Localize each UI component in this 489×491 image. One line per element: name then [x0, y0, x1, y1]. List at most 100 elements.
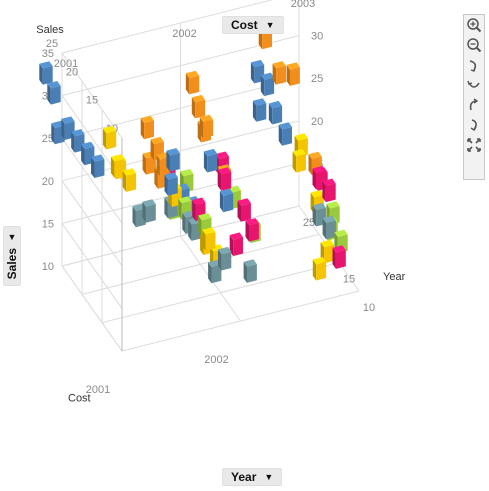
data-point-blue: [260, 72, 275, 97]
cube-face-left: [292, 151, 297, 173]
tilt-up-button[interactable]: [464, 95, 484, 115]
cube-face-left: [81, 144, 85, 166]
data-point-yellow: [122, 168, 137, 192]
cube-face-top: [229, 232, 243, 240]
data-point-teal: [322, 215, 336, 240]
sales-tick-label-right: 20: [311, 116, 323, 128]
cube-face-top: [310, 190, 324, 198]
cube-face-top: [278, 122, 292, 130]
y-axis-dropdown-label: Sales: [5, 248, 19, 280]
cube-face-front: [42, 66, 53, 85]
data-point-blue: [39, 61, 53, 85]
cube-face-left: [278, 124, 283, 146]
cube-face-front: [282, 127, 292, 146]
x-axis-dropdown[interactable]: Cost ▼: [222, 16, 284, 34]
cube-face-front: [195, 99, 206, 119]
data-point-pink: [237, 198, 251, 222]
chart-axis-titles: Sales Year Cost: [36, 24, 405, 405]
cube-face-top: [166, 148, 180, 156]
cube-face-top: [110, 154, 125, 162]
data-point-yellow: [202, 227, 216, 251]
data-point-orange: [185, 70, 200, 95]
cube-face-left: [250, 62, 255, 84]
zoom-out-button[interactable]: [464, 35, 484, 55]
cube-face-left: [132, 206, 136, 228]
data-point-teal: [243, 259, 257, 283]
cube-face-top: [217, 167, 232, 175]
cube-face-left: [47, 83, 51, 105]
cube-face-left: [237, 200, 241, 222]
cube-face-front: [276, 65, 286, 85]
cube-face-left: [71, 131, 75, 153]
cube-face-left: [188, 219, 192, 241]
cube-face-top: [237, 198, 251, 206]
cube-face-front: [145, 204, 156, 223]
fit-to-view-button[interactable]: [464, 135, 484, 155]
data-point-yellow: [110, 154, 125, 178]
cost-tick-label-top: 25: [46, 38, 58, 50]
data-point-pink: [229, 232, 243, 256]
cube-face-front: [221, 172, 232, 191]
cube-face-front: [335, 250, 346, 269]
cube-face-front: [256, 103, 267, 122]
cube-face-front: [272, 105, 283, 125]
cube-face-left: [203, 151, 208, 173]
cube-face-top: [332, 245, 346, 253]
cube-face-left: [322, 218, 326, 240]
sales-tick-label-left: 15: [42, 218, 54, 230]
cube-face-front: [247, 264, 257, 283]
cube-face-front: [207, 153, 218, 173]
cube-face-front: [223, 193, 234, 213]
cube-face-top: [322, 215, 336, 223]
cube-face-left: [122, 170, 127, 192]
cube-face-front: [290, 67, 300, 86]
cube-face-top: [260, 72, 275, 80]
cube-face-left: [199, 117, 204, 139]
data-point-pink: [322, 178, 336, 203]
data-point-orange: [140, 115, 154, 140]
year-tick-label-top: 2002: [172, 28, 196, 40]
data-point-pink: [245, 218, 259, 242]
data-point-blue: [47, 81, 61, 105]
cube-face-top: [245, 218, 259, 226]
cube-face-front: [146, 155, 156, 175]
cube-face-left: [219, 191, 224, 213]
cube-face-front: [94, 159, 105, 178]
data-point-orange: [199, 114, 214, 139]
cost-tick-label-right: 10: [363, 302, 375, 314]
cube-face-left: [308, 154, 312, 176]
cube-face-left: [91, 157, 95, 178]
zoom-in-button[interactable]: [464, 15, 484, 35]
y-axis-dropdown[interactable]: ▼ Sales: [3, 226, 21, 286]
cube-face-top: [122, 168, 137, 176]
year-tick-label-bottom: 2001: [86, 384, 110, 396]
z-axis-dropdown-label: Year: [231, 470, 257, 484]
cube-face-left: [191, 97, 196, 119]
cube-face-front: [211, 264, 222, 284]
rotate-right-button[interactable]: [464, 75, 484, 95]
cube-face-top: [250, 59, 265, 68]
cube-face-left: [243, 261, 247, 283]
cube-face-front: [189, 75, 200, 95]
cube-face-top: [142, 199, 156, 207]
cube-face-top: [198, 213, 212, 221]
cube-face-front: [262, 30, 272, 50]
data-point-teal: [142, 199, 156, 223]
cube-face-top: [39, 61, 53, 69]
data-point-orange: [191, 94, 206, 119]
cube-face-left: [286, 64, 290, 86]
data-point-blue: [268, 100, 283, 125]
tilt-down-icon: [470, 119, 477, 131]
z-axis-dropdown[interactable]: Year ▼: [222, 468, 283, 486]
cube-face-left: [312, 168, 316, 190]
cube-face-top: [47, 81, 61, 89]
cube-face-front: [324, 244, 334, 264]
zoom-out-icon: [467, 38, 482, 53]
rotate-left-button[interactable]: [464, 55, 484, 75]
data-point-blue: [91, 154, 105, 178]
cost-axis-title: Cost: [68, 393, 91, 405]
cube-face-top: [312, 165, 326, 174]
data-point-orange: [272, 61, 286, 85]
tilt-down-button[interactable]: [464, 115, 484, 135]
